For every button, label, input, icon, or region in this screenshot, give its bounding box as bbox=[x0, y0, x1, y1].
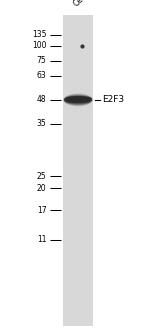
Ellipse shape bbox=[66, 97, 92, 101]
Text: 100: 100 bbox=[32, 41, 46, 51]
Text: 63: 63 bbox=[37, 71, 46, 81]
Ellipse shape bbox=[64, 96, 92, 104]
Text: 135: 135 bbox=[32, 30, 46, 40]
Bar bbox=[63, 15, 93, 326]
Text: E2F3: E2F3 bbox=[102, 95, 124, 105]
Ellipse shape bbox=[64, 94, 92, 106]
Text: 20: 20 bbox=[37, 183, 46, 193]
Text: 75: 75 bbox=[37, 56, 46, 65]
Ellipse shape bbox=[64, 95, 92, 105]
Ellipse shape bbox=[65, 97, 91, 103]
Text: 25: 25 bbox=[37, 172, 46, 181]
Text: 48: 48 bbox=[37, 95, 46, 105]
Text: Cerebrum: Cerebrum bbox=[72, 0, 106, 8]
Text: 11: 11 bbox=[37, 235, 46, 244]
Ellipse shape bbox=[65, 97, 89, 102]
Text: 17: 17 bbox=[37, 206, 46, 215]
Text: 35: 35 bbox=[37, 119, 46, 129]
